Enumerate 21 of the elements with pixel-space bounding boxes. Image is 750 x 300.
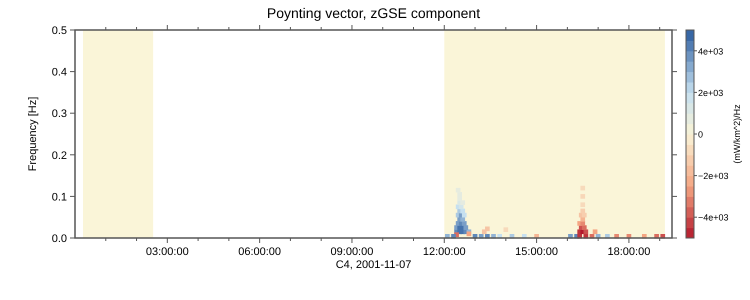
y-tick-label: 0.4 bbox=[52, 66, 67, 79]
color-bar-title: (mW/km^2)/Hz bbox=[732, 104, 742, 164]
x-tick-label: 18:00:00 bbox=[608, 246, 650, 258]
y-tick-label: 0.0 bbox=[52, 233, 67, 245]
y-tick-label: 0.2 bbox=[52, 150, 67, 162]
y-tick-label: 0.3 bbox=[52, 108, 67, 120]
color-bar-label: −2e+03 bbox=[698, 171, 729, 182]
color-bar-label: 2e+03 bbox=[698, 88, 724, 98]
color-bar-label: 0 bbox=[698, 130, 704, 140]
x-tick-label: 06:00:00 bbox=[238, 246, 282, 258]
chart-title: Poynting vector, zGSE component bbox=[266, 5, 480, 21]
x-axis-title: C4, 2001-11-07 bbox=[336, 259, 412, 271]
x-tick-label: 15:00:00 bbox=[515, 246, 558, 258]
x-tick-label: 09:00:00 bbox=[330, 246, 374, 258]
color-bar-label: 4e+03 bbox=[698, 46, 724, 56]
x-tick-label: 12:00:00 bbox=[422, 246, 466, 258]
y-tick-label: 0.1 bbox=[52, 191, 67, 204]
y-tick-label: 0.5 bbox=[52, 25, 67, 37]
y-axis-title: Frequency [Hz] bbox=[27, 96, 39, 172]
color-bar-label: −4e+03 bbox=[698, 212, 729, 223]
x-tick-label: 03:00:00 bbox=[146, 246, 189, 258]
